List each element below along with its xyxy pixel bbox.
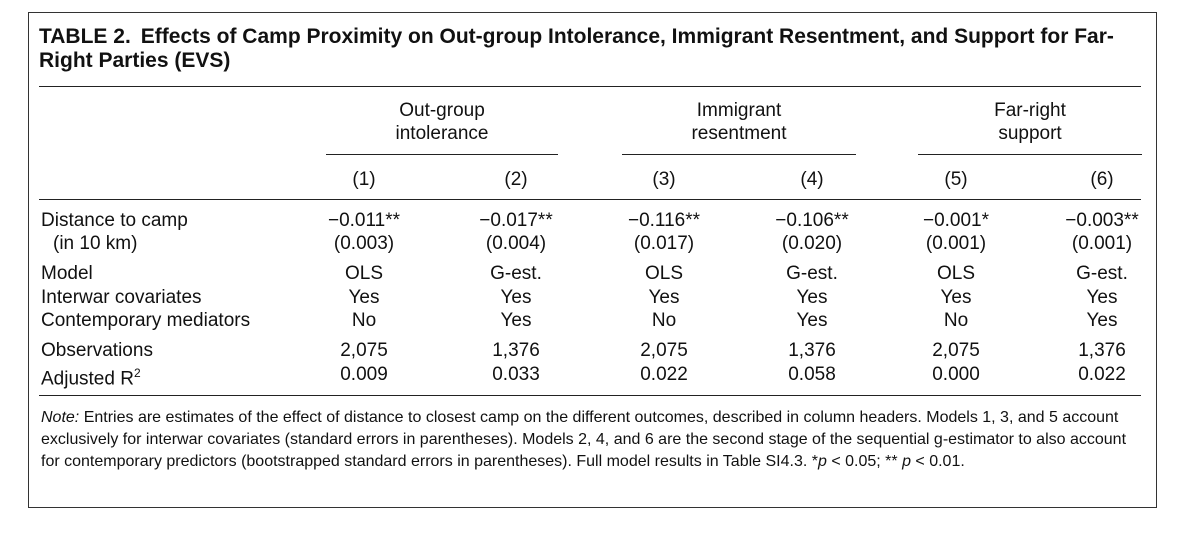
table-cell: −0.017**	[479, 210, 553, 231]
row-label-model: Model	[41, 263, 93, 284]
table-cell: 0.033	[492, 364, 540, 385]
table-cell: OLS	[644, 263, 684, 284]
note-text: Entries are estimates of the effect of d…	[41, 409, 1127, 470]
column-number: (5)	[944, 169, 968, 190]
table-cell: (0.003)	[333, 233, 395, 254]
table-cell: OLS	[936, 263, 976, 284]
column-number: (1)	[352, 169, 376, 190]
note-threshold: < 0.05; **	[826, 453, 903, 470]
column-number: (2)	[504, 169, 528, 190]
group-header-line: Far-right	[994, 100, 1066, 121]
row-label-adjusted-r2: Adjusted R2	[41, 362, 141, 390]
column-number: (4)	[800, 169, 824, 190]
row-label-units: (in 10 km)	[53, 233, 138, 254]
table-cell: 1,376	[1078, 340, 1126, 361]
table-cell: (0.020)	[781, 233, 843, 254]
table-cell: 1,376	[788, 340, 836, 361]
table-cell: OLS	[344, 263, 384, 284]
table-cell: No	[651, 310, 677, 331]
table-cell: G-est.	[490, 263, 542, 284]
row-label-text: Adjusted R	[41, 368, 134, 390]
table-cell: −0.001*	[922, 210, 990, 231]
note-label: Note:	[41, 409, 80, 426]
row-label-mediators: Contemporary mediators	[41, 310, 251, 331]
table-cell: No	[943, 310, 969, 331]
table-caption: TABLE 2. Effects of Camp Proximity on Out…	[39, 25, 1139, 73]
table-cell: 0.058	[788, 364, 836, 385]
table-label: TABLE 2.	[39, 25, 131, 48]
table-cell: Yes	[1086, 310, 1118, 331]
column-number: (6)	[1090, 169, 1114, 190]
table-cell: Yes	[648, 287, 680, 308]
column-number: (3)	[652, 169, 676, 190]
table-note: Note: Entries are estimates of the effec…	[41, 407, 1141, 473]
table-cell: (0.017)	[633, 233, 695, 254]
table-cell: (0.001)	[925, 233, 987, 254]
table-cell: −0.003**	[1065, 210, 1139, 231]
table-cell: 0.022	[640, 364, 688, 385]
group-rule-2	[622, 154, 856, 155]
table-cell: −0.011**	[327, 210, 401, 231]
row-label-superscript: 2	[133, 366, 141, 380]
row-label-distance: Distance to camp	[41, 210, 188, 231]
table-cell: −0.116**	[627, 210, 701, 231]
note-threshold: < 0.01.	[910, 453, 965, 470]
table-cell: 1,376	[492, 340, 540, 361]
note-p-symbol: p	[817, 453, 827, 470]
note-p-symbol: p	[902, 453, 911, 470]
group-header-line: resentment	[691, 123, 787, 144]
table-cell: No	[351, 310, 377, 331]
table-cell: (0.004)	[485, 233, 547, 254]
table-cell: 2,075	[340, 340, 388, 361]
table-frame: TABLE 2. Effects of Camp Proximity on Out…	[28, 12, 1157, 508]
group-header-line: Out-group	[399, 100, 485, 121]
header-rule	[39, 199, 1141, 200]
table-cell: 0.022	[1078, 364, 1126, 385]
table-cell: Yes	[500, 310, 532, 331]
group-header-line: intolerance	[395, 123, 489, 144]
row-label-observations: Observations	[41, 340, 153, 361]
table-cell: −0.106**	[775, 210, 849, 231]
table-cell: Yes	[940, 287, 972, 308]
table-title: Effects of Camp Proximity on Out-group I…	[39, 25, 1114, 72]
top-rule	[39, 86, 1141, 87]
table-cell: 0.000	[932, 364, 980, 385]
group-header-farright: Far-right support	[918, 99, 1142, 145]
group-header-immigrant: Immigrant resentment	[622, 99, 856, 145]
group-header-line: support	[998, 123, 1062, 144]
group-rule-1	[326, 154, 558, 155]
table-cell: 2,075	[932, 340, 980, 361]
table-cell: (0.001)	[1071, 233, 1133, 254]
bottom-rule	[39, 395, 1141, 396]
table-cell: Yes	[796, 287, 828, 308]
table-cell: G-est.	[786, 263, 838, 284]
table-cell: Yes	[796, 310, 828, 331]
table-cell: 0.009	[340, 364, 388, 385]
table-cell: G-est.	[1076, 263, 1128, 284]
group-header-outgroup: Out-group intolerance	[326, 99, 558, 145]
group-header-line: Immigrant	[696, 100, 782, 121]
table-cell: Yes	[500, 287, 532, 308]
group-rule-3	[918, 154, 1142, 155]
table-cell: 2,075	[640, 340, 688, 361]
table-cell: Yes	[1086, 287, 1118, 308]
table-cell: Yes	[348, 287, 380, 308]
row-label-interwar: Interwar covariates	[41, 287, 202, 308]
